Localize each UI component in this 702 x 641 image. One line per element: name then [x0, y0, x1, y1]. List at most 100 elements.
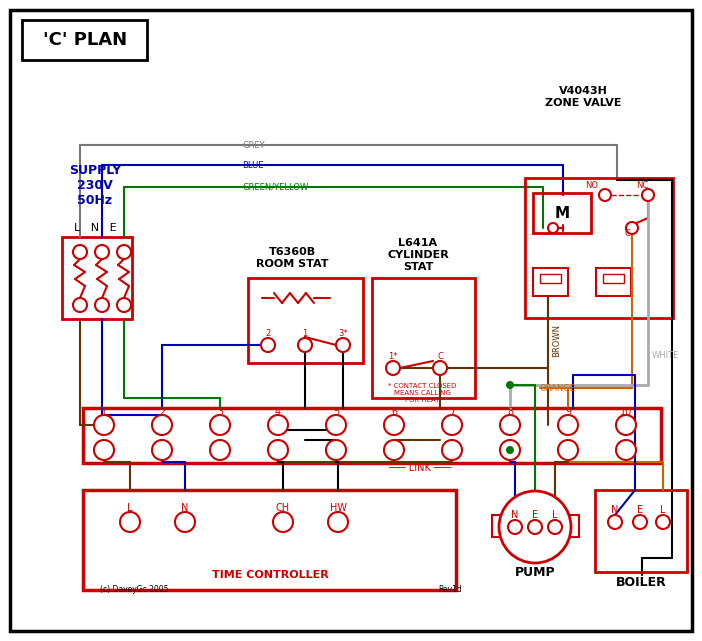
Bar: [596, 268, 631, 296]
Circle shape: [558, 440, 578, 460]
Text: SUPPLY
230V
50Hz: SUPPLY 230V 50Hz: [69, 163, 121, 206]
Circle shape: [210, 440, 230, 460]
Text: Rev1d: Rev1d: [438, 585, 462, 594]
Circle shape: [326, 440, 346, 460]
Text: 8: 8: [507, 407, 513, 417]
Text: C: C: [624, 228, 630, 238]
Circle shape: [273, 512, 293, 532]
Circle shape: [152, 440, 172, 460]
Text: L: L: [661, 505, 665, 515]
Text: ORANGE: ORANGE: [540, 383, 576, 392]
Bar: [525, 178, 673, 318]
Circle shape: [261, 338, 275, 352]
Text: BOILER: BOILER: [616, 576, 666, 588]
Circle shape: [336, 338, 350, 352]
Text: C: C: [437, 351, 443, 360]
Circle shape: [73, 245, 87, 259]
Circle shape: [326, 415, 346, 435]
Text: 9: 9: [565, 407, 571, 417]
Circle shape: [548, 520, 562, 534]
Text: N: N: [181, 503, 189, 513]
Circle shape: [386, 361, 400, 375]
Circle shape: [608, 515, 622, 529]
Text: E: E: [532, 510, 538, 520]
Text: 1: 1: [303, 328, 307, 338]
Bar: [492, 515, 502, 537]
Text: NO: NO: [585, 181, 599, 190]
Bar: [83, 490, 456, 590]
Text: 3: 3: [217, 407, 223, 417]
Bar: [22, 20, 147, 60]
Circle shape: [599, 189, 611, 201]
Text: (c) DaveyGc 2005: (c) DaveyGc 2005: [100, 585, 168, 594]
Circle shape: [120, 512, 140, 532]
Text: 3*: 3*: [338, 328, 347, 338]
Text: GREEN/YELLOW: GREEN/YELLOW: [242, 183, 308, 192]
Bar: [533, 268, 568, 296]
Text: N: N: [511, 510, 519, 520]
Text: 10: 10: [620, 407, 632, 417]
Bar: [533, 193, 591, 233]
Circle shape: [499, 491, 571, 563]
Bar: [603, 274, 624, 283]
Circle shape: [500, 415, 520, 435]
Text: L: L: [552, 510, 558, 520]
Text: BROWN: BROWN: [552, 324, 562, 356]
Circle shape: [94, 440, 114, 460]
Circle shape: [616, 415, 636, 435]
Text: NC: NC: [636, 181, 648, 190]
Bar: [62, 237, 132, 319]
Text: E: E: [637, 505, 643, 515]
Circle shape: [528, 520, 542, 534]
Circle shape: [175, 512, 195, 532]
Text: V4043H
ZONE VALVE: V4043H ZONE VALVE: [545, 86, 621, 108]
Bar: [540, 274, 561, 283]
Text: BLUE: BLUE: [242, 160, 263, 169]
Circle shape: [298, 338, 312, 352]
Circle shape: [558, 415, 578, 435]
Text: 4: 4: [275, 407, 281, 417]
Circle shape: [633, 515, 647, 529]
Circle shape: [384, 415, 404, 435]
Circle shape: [95, 298, 109, 312]
Text: ─── LINK ───: ─── LINK ───: [388, 463, 452, 473]
Text: PUMP: PUMP: [515, 565, 555, 578]
Bar: [595, 490, 687, 572]
Text: 6: 6: [391, 407, 397, 417]
Text: 2: 2: [159, 407, 165, 417]
Text: CH: CH: [276, 503, 290, 513]
Text: 1*: 1*: [388, 351, 398, 360]
Circle shape: [642, 189, 654, 201]
Circle shape: [94, 415, 114, 435]
Text: WHITE: WHITE: [652, 351, 680, 360]
Text: 'C' PLAN: 'C' PLAN: [43, 31, 127, 49]
Text: N: N: [611, 505, 618, 515]
Circle shape: [442, 440, 462, 460]
Text: * CONTACT CLOSED
MEANS CALLING
FOR HEAT: * CONTACT CLOSED MEANS CALLING FOR HEAT: [388, 383, 456, 403]
Text: TIME CONTROLLER: TIME CONTROLLER: [211, 570, 329, 580]
Text: 1: 1: [101, 407, 107, 417]
Text: 5: 5: [333, 407, 339, 417]
Circle shape: [508, 520, 522, 534]
Bar: [372, 278, 475, 398]
Circle shape: [442, 415, 462, 435]
Text: L641A
CYLINDER
STAT: L641A CYLINDER STAT: [387, 238, 449, 272]
Circle shape: [268, 415, 288, 435]
Bar: [83, 408, 661, 463]
Circle shape: [500, 440, 520, 460]
Text: T6360B
ROOM STAT: T6360B ROOM STAT: [256, 247, 329, 269]
Circle shape: [152, 415, 172, 435]
Text: 2: 2: [265, 328, 271, 338]
Circle shape: [656, 515, 670, 529]
Circle shape: [506, 446, 514, 454]
Text: L   N   E: L N E: [74, 223, 117, 233]
Circle shape: [117, 298, 131, 312]
Circle shape: [210, 415, 230, 435]
Circle shape: [626, 222, 638, 234]
Text: M: M: [555, 206, 569, 221]
Circle shape: [506, 381, 514, 389]
Bar: [569, 515, 579, 537]
Circle shape: [384, 440, 404, 460]
Circle shape: [616, 440, 636, 460]
Circle shape: [268, 440, 288, 460]
